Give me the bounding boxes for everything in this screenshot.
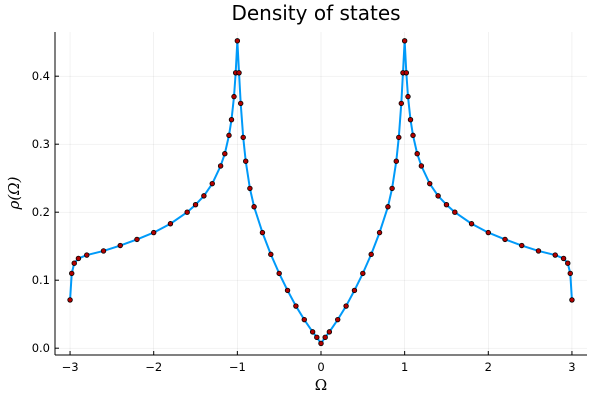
dos-point	[268, 251, 274, 258]
series-layer	[67, 38, 575, 347]
dos-point	[414, 151, 420, 157]
dos-point	[452, 209, 458, 215]
dos-point	[192, 202, 199, 208]
chart-title: Density of states	[231, 1, 400, 25]
dos-point	[276, 270, 282, 277]
dos-point	[231, 93, 237, 100]
dos-point	[84, 252, 90, 258]
dos-point	[228, 117, 235, 123]
x-tick-label: −1	[229, 360, 246, 374]
dos-point	[485, 229, 491, 236]
dos-point	[393, 158, 399, 164]
dos-point	[519, 242, 525, 249]
dos-point	[117, 242, 123, 249]
dos-point	[318, 340, 324, 347]
x-ticks: −3 −2 −1 0 1 2 3	[62, 351, 576, 374]
x-tick-label: −3	[62, 360, 79, 374]
dos-point	[240, 134, 246, 141]
x-axis-label: Ω	[315, 376, 327, 394]
dos-point	[201, 193, 207, 199]
dos-point	[385, 204, 391, 210]
dos-point	[389, 185, 395, 192]
dos-point	[398, 100, 405, 107]
dos-point	[151, 229, 157, 236]
dos-point	[396, 134, 402, 141]
dos-point	[134, 236, 140, 243]
y-tick-label: 0.3	[32, 137, 50, 151]
dos-point	[343, 303, 349, 309]
y-tick-label: 0.0	[32, 341, 50, 355]
dos-point	[569, 297, 575, 303]
dos-point	[427, 180, 433, 187]
dos-point	[247, 185, 253, 192]
x-tick-label: 1	[401, 360, 408, 374]
dos-point	[217, 163, 224, 169]
dos-point	[234, 38, 241, 44]
dos-point	[293, 303, 299, 309]
dos-point	[100, 248, 107, 254]
dos-point	[71, 260, 77, 266]
dos-point	[309, 329, 316, 335]
y-ticks: 0.0 0.1 0.2 0.3 0.4	[32, 69, 59, 355]
x-tick-label: −2	[145, 360, 162, 374]
dos-point	[184, 209, 190, 215]
dos-point	[301, 316, 307, 323]
dos-point	[443, 202, 450, 208]
dos-point	[322, 334, 328, 341]
dos-point	[209, 180, 215, 187]
dos-point	[222, 151, 228, 157]
dos-point	[403, 70, 410, 76]
grid-lines	[55, 32, 587, 355]
dos-point	[243, 158, 249, 164]
x-tick-label: 0	[317, 360, 324, 374]
dos-point	[535, 248, 542, 254]
dos-point	[251, 204, 257, 210]
dos-point	[351, 287, 358, 294]
y-tick-label: 0.1	[32, 273, 50, 287]
dos-point	[236, 70, 242, 76]
dos-point	[410, 132, 416, 139]
dos-point	[401, 38, 408, 44]
y-tick-label: 0.4	[32, 69, 50, 83]
dos-point	[360, 270, 366, 277]
dos-point	[565, 260, 571, 266]
dos-point	[69, 270, 75, 277]
dos-point	[259, 229, 266, 236]
dos-point	[552, 252, 558, 258]
dos-point	[226, 132, 232, 139]
dos-point	[376, 229, 383, 236]
dos-point	[468, 221, 475, 227]
dos-point	[368, 251, 374, 258]
x-tick-label: 2	[485, 360, 492, 374]
dos-point	[560, 255, 567, 262]
dos-point	[237, 100, 244, 107]
dos-point	[284, 287, 291, 294]
dos-point	[435, 193, 441, 199]
dos-point	[405, 93, 411, 100]
dos-point	[418, 163, 425, 169]
dos-point	[567, 270, 573, 277]
dos-point	[67, 297, 73, 303]
dos-point	[326, 329, 333, 335]
dos-point	[75, 255, 82, 262]
dos-point	[335, 316, 341, 323]
y-tick-label: 0.2	[32, 205, 50, 219]
dos-point	[314, 334, 320, 341]
dos-point	[502, 236, 508, 243]
y-axis-label: ρ(Ω)	[5, 176, 23, 210]
dos-point	[167, 221, 174, 227]
dos-point	[407, 117, 414, 123]
x-tick-label: 3	[568, 360, 575, 374]
